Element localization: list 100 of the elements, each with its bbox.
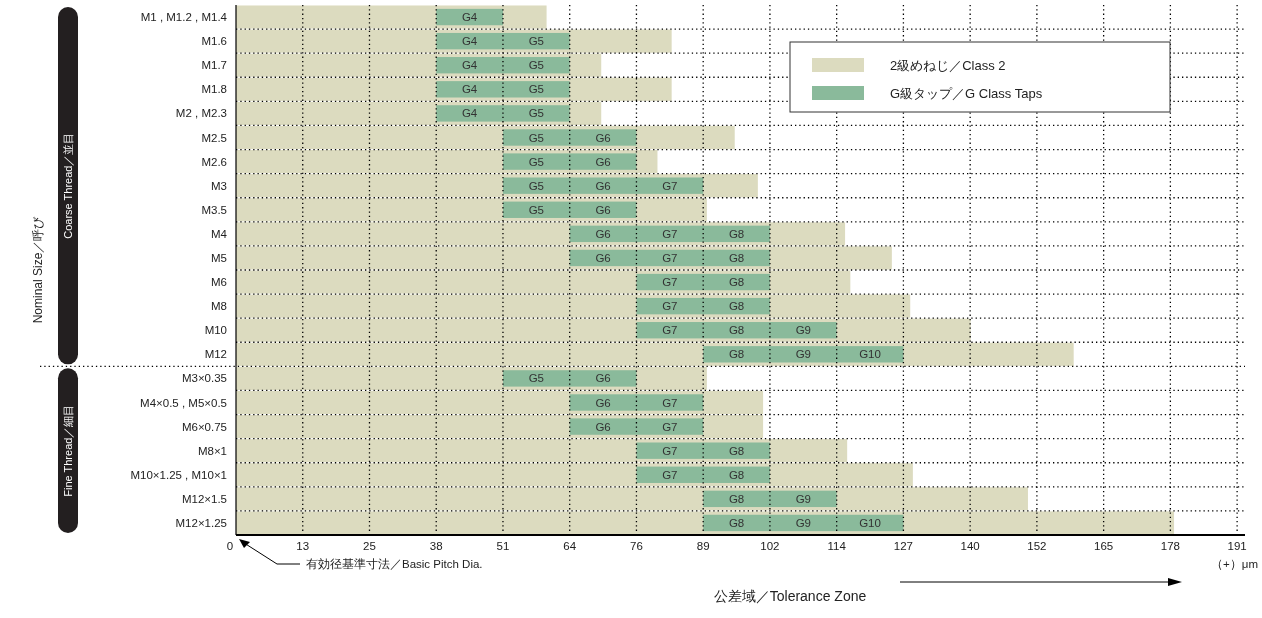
annotation: G5 (528, 59, 545, 72)
annotation: G5 (528, 155, 545, 168)
y-tick-label: M2.6 (201, 155, 227, 168)
annotation: G5 (528, 372, 545, 385)
y-tick-label: M3.5 (201, 203, 227, 216)
annotation: G4 (461, 107, 478, 120)
annotation: G8 (728, 468, 745, 481)
annotation: G4 (461, 35, 478, 48)
x-tick-label: 178 (1160, 540, 1180, 552)
x-tick-label: 152 (1027, 540, 1047, 552)
legend-label: G級タップ／G Class Taps (890, 86, 1043, 101)
y-tick-label: M1.6 (201, 35, 227, 48)
annotation: G5 (528, 131, 545, 144)
annotation: G7 (662, 420, 678, 433)
annotation: G8 (728, 324, 745, 337)
y-tick-label: M2 , M2.3 (175, 107, 227, 120)
legend-label: 2級めねじ／Class 2 (890, 58, 1006, 73)
y-tick-label: M4×0.5 , M5×0.5 (140, 396, 227, 409)
annotation: G7 (662, 179, 678, 192)
x-tick-label: 191 (1227, 540, 1247, 552)
annotation: G9 (795, 324, 811, 337)
y-tick-label: M10 (204, 324, 227, 337)
bar (569, 225, 770, 243)
annotation: G7 (662, 276, 678, 289)
annotation: G10 (859, 348, 881, 361)
y-tick-label: M6 (211, 276, 227, 289)
x-tick-label: 140 (960, 540, 980, 552)
annotation: G5 (528, 83, 545, 96)
x-tick-label: 38 (429, 540, 443, 552)
bar (436, 8, 503, 26)
bar (502, 177, 704, 194)
x-tick-label: 13 (296, 540, 310, 552)
y-tick-label: M6×0.75 (181, 420, 227, 433)
annotation: G7 (662, 300, 678, 313)
annotation: G6 (595, 372, 611, 385)
annotation: G6 (595, 203, 611, 216)
bar (502, 370, 637, 387)
y-tick-label: M12×1.25 (175, 516, 227, 529)
x-tick-label: 0 (226, 540, 234, 552)
bar (569, 249, 770, 267)
y-tick-label: M4 (211, 227, 228, 240)
bar (703, 346, 904, 363)
annotation: G8 (728, 227, 745, 240)
group-label: Fine Thread／細目 (58, 368, 78, 533)
x-tick-label: 51 (496, 540, 510, 552)
x-tick-label: 127 (893, 540, 914, 552)
x-tick-label: 76 (630, 540, 643, 552)
bar (636, 466, 770, 483)
bar (502, 129, 637, 146)
annotation: G8 (728, 492, 745, 505)
bar (502, 201, 637, 218)
annotation: G7 (662, 468, 678, 481)
annotation: G8 (728, 444, 745, 457)
y-tick-label: M5 (211, 251, 227, 264)
x-tick-label: 64 (563, 540, 577, 552)
y-tick-label: M1.8 (201, 83, 227, 96)
annotation: G6 (595, 396, 611, 409)
annotation: G4 (461, 83, 478, 96)
y-tick-label: M3 (211, 179, 227, 192)
annotation: G9 (795, 516, 811, 529)
x-tick-label: 25 (363, 540, 376, 552)
annotation: G6 (595, 131, 611, 144)
annotation: G6 (595, 420, 611, 433)
y-tick-label: M12×1.5 (181, 492, 227, 505)
bar (502, 153, 637, 170)
group-label: Coarse Thread／並目 (58, 7, 78, 365)
bar (636, 297, 770, 315)
y-tick-label: M8×1 (197, 444, 227, 457)
bar (436, 81, 570, 98)
annotation: G4 (461, 11, 478, 24)
annotation: G5 (528, 203, 545, 216)
annotation: G6 (595, 155, 611, 168)
y-tick-label: M10×1.25 , M10×1 (130, 468, 227, 481)
annotation: G6 (595, 251, 611, 264)
bar (636, 442, 770, 459)
annotation: G7 (662, 396, 678, 409)
annotation: G8 (728, 516, 745, 529)
text: （+）μm (1211, 558, 1258, 571)
annotation: G5 (528, 179, 545, 192)
x-tick-label: 165 (1094, 540, 1114, 552)
annotation: G8 (728, 300, 745, 313)
annotation: G8 (728, 276, 745, 289)
annotation: G6 (595, 179, 611, 192)
annotation: G7 (662, 444, 678, 457)
x-axis-title: 公差域／Tolerance Zone (713, 588, 867, 604)
annotation: G8 (728, 348, 745, 361)
bar (436, 57, 570, 74)
text: 有効径基準寸法／Basic Pitch Dia. (306, 558, 483, 571)
y-tick-label: M8 (211, 300, 227, 313)
y-tick-label: M1 , M1.2 , M1.4 (140, 11, 228, 24)
bar (436, 32, 570, 50)
annotation: G7 (662, 324, 678, 337)
x-tick-label: 89 (696, 540, 710, 552)
x-tick-label: 114 (827, 540, 847, 552)
y-tick-label: M3×0.35 (181, 372, 227, 385)
bar (703, 490, 837, 508)
x-tick-label: 102 (760, 540, 780, 552)
annotation: G5 (528, 107, 545, 120)
annotation: G7 (662, 227, 678, 240)
y-tick-label: M12 (204, 348, 227, 361)
